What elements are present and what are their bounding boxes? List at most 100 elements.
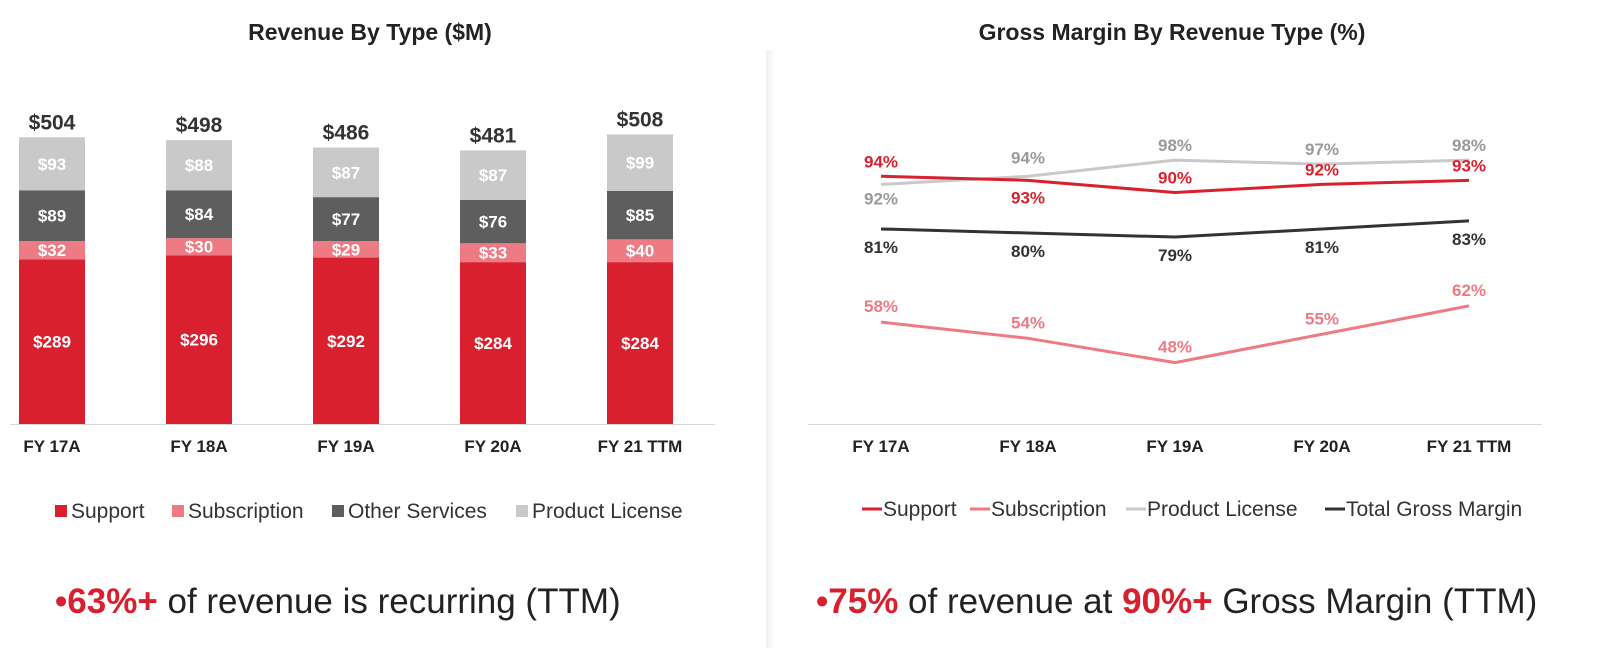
bar-total-fy-21-ttm: $508 — [617, 108, 664, 131]
point-label-total-gross-margin-fy-20a: 81% — [1305, 238, 1339, 257]
bar-label-support-fy-18a: $296 — [180, 331, 218, 350]
x-tick-fy-19a: FY 19A — [317, 437, 374, 456]
bar-product-license-fy-20a — [460, 150, 526, 200]
bar-other-services-fy-20a — [460, 199, 526, 244]
legend-label: Subscription — [188, 500, 304, 523]
gross-margin-text-2: Gross Margin (TTM) — [1212, 582, 1538, 621]
legend-label: Other Services — [348, 500, 487, 523]
x-tick-fy-17a: FY 17A — [23, 437, 80, 456]
legend-label: Total Gross Margin — [1346, 498, 1522, 521]
gross-margin-threshold: 90%+ — [1122, 582, 1213, 621]
recurring-revenue-note: •63%+ of revenue is recurring (TTM) — [55, 582, 621, 622]
bar-subscription-fy-21-ttm — [607, 239, 673, 263]
x-tick-fy-18a: FY 18A — [999, 437, 1056, 456]
bar-subscription-fy-19a — [313, 241, 379, 258]
bar-label-product-license-fy-21-ttm: $99 — [626, 154, 654, 173]
bullet-glyph: • — [816, 582, 829, 621]
legend-item-support: Support — [862, 498, 957, 521]
point-label-total-gross-margin-fy-18a: 80% — [1011, 242, 1045, 261]
panel-divider — [766, 50, 776, 648]
recurring-percent: 63%+ — [67, 582, 158, 621]
legend-item-subscription: Subscription — [970, 498, 1107, 521]
bar-label-subscription-fy-17a: $32 — [38, 241, 66, 260]
point-label-support-fy-17a: 94% — [864, 152, 898, 171]
gross-margin-text-1: of revenue at — [898, 582, 1123, 621]
bar-other-services-fy-19a — [313, 197, 379, 242]
legend-swatch — [332, 505, 344, 517]
legend-item-support: Support — [55, 500, 145, 523]
bar-label-support-fy-20a: $284 — [474, 334, 512, 353]
bar-support-fy-17a — [19, 259, 85, 424]
x-tick-fy-21-ttm: FY 21 TTM — [1427, 437, 1512, 456]
bar-other-services-fy-21-ttm — [607, 190, 673, 240]
legend-label: Support — [71, 500, 145, 523]
point-label-subscription-fy-20a: 55% — [1305, 309, 1339, 328]
bar-support-fy-21-ttm — [607, 262, 673, 424]
revenue-percent: 75% — [828, 582, 899, 621]
bar-support-fy-20a — [460, 262, 526, 424]
point-label-product-license-fy-18a: 94% — [1011, 148, 1045, 167]
legend-swatch — [172, 505, 184, 517]
legend-item-subscription: Subscription — [172, 500, 304, 523]
point-label-subscription-fy-17a: 58% — [864, 297, 898, 316]
bar-subscription-fy-17a — [19, 241, 85, 260]
gross-margin-line-chart: Gross Margin By Revenue Type (%) 94%93%9… — [808, 19, 1542, 521]
line-total-gross-margin — [880, 219, 1470, 239]
bar-support-fy-19a — [313, 257, 379, 424]
legend-label: Subscription — [991, 498, 1107, 521]
line-support — [880, 174, 1470, 194]
point-label-subscription-fy-18a: 54% — [1011, 313, 1045, 332]
point-label-support-fy-21-ttm: 93% — [1452, 156, 1486, 175]
legend-item-other-services: Other Services — [332, 500, 487, 523]
bar-label-other-services-fy-19a: $77 — [332, 210, 360, 229]
bar-label-other-services-fy-17a: $89 — [38, 207, 66, 226]
bar-total-fy-19a: $486 — [323, 122, 370, 145]
point-label-total-gross-margin-fy-17a: 81% — [864, 238, 898, 257]
gross-margin-panel: Gross Margin By Revenue Type (%) 94% 93% 9… — [772, 0, 1600, 648]
legend-label: Support — [883, 498, 957, 521]
x-tick-fy-20a: FY 20A — [464, 437, 521, 456]
bar-product-license-fy-21-ttm — [607, 134, 673, 191]
bar-label-other-services-fy-18a: $84 — [185, 205, 214, 224]
legend-label: Product License — [1147, 498, 1298, 521]
bar-label-subscription-fy-19a: $29 — [332, 240, 360, 259]
revenue-by-type-panel: Revenue By Type ($M) $289 $32 $89 $93 $504 FY… — [0, 0, 760, 648]
bar-label-other-services-fy-21-ttm: $85 — [626, 206, 654, 225]
bar-label-subscription-fy-20a: $33 — [479, 244, 507, 263]
legend-item-total-gross-margin: Total Gross Margin — [1325, 498, 1522, 521]
bar-other-services-fy-17a — [19, 190, 85, 242]
bar-subscription-fy-18a — [166, 238, 232, 256]
point-label-support-fy-18a: 93% — [1011, 188, 1045, 207]
legend-swatch — [516, 505, 528, 517]
bar-label-product-license-fy-19a: $87 — [332, 163, 360, 182]
point-label-total-gross-margin-fy-21-ttm: 83% — [1452, 230, 1486, 249]
bar-label-product-license-fy-18a: $88 — [185, 156, 213, 175]
bar-label-subscription-fy-21-ttm: $40 — [626, 242, 654, 261]
recurring-text: of revenue is recurring (TTM) — [157, 582, 621, 621]
gross-margin-note: •75% of revenue at 90%+ Gross Margin (TT… — [816, 582, 1537, 622]
bar-product-license-fy-19a — [313, 147, 379, 198]
revenue-stacked-bar-chart: Revenue By Type ($M) $289 $32 $89 $93 $504 FY… — [10, 19, 715, 523]
x-tick-fy-21-ttm: FY 21 TTM — [598, 437, 683, 456]
bar-subscription-fy-20a — [460, 243, 526, 263]
x-tick-fy-20a: FY 20A — [1293, 437, 1350, 456]
bar-label-product-license-fy-20a: $87 — [479, 166, 507, 185]
point-label-support-fy-19a: 90% — [1158, 169, 1192, 188]
bar-chart-title: Revenue By Type ($M) — [248, 19, 492, 45]
bar-product-license-fy-18a — [166, 140, 232, 191]
x-tick-fy-19a: FY 19A — [1146, 437, 1203, 456]
point-label-subscription-fy-19a: 48% — [1158, 338, 1192, 357]
bar-label-support-fy-17a: $289 — [33, 333, 71, 352]
bar-label-support-fy-19a: $292 — [327, 332, 365, 351]
line-chart-title: Gross Margin By Revenue Type (%) — [979, 19, 1366, 45]
bar-total-fy-20a: $481 — [470, 124, 517, 147]
legend-item-product-license: Product License — [1126, 498, 1298, 521]
point-label-product-license-fy-17a: 92% — [864, 189, 898, 208]
point-label-subscription-fy-21-ttm: 62% — [1452, 281, 1486, 300]
line-subscription — [880, 304, 1470, 365]
point-label-total-gross-margin-fy-19a: 79% — [1158, 246, 1192, 265]
point-label-product-license-fy-21-ttm: 98% — [1452, 136, 1486, 155]
bar-product-license-fy-17a — [19, 137, 85, 191]
legend-swatch — [55, 505, 67, 517]
bar-label-other-services-fy-20a: $76 — [479, 213, 507, 232]
